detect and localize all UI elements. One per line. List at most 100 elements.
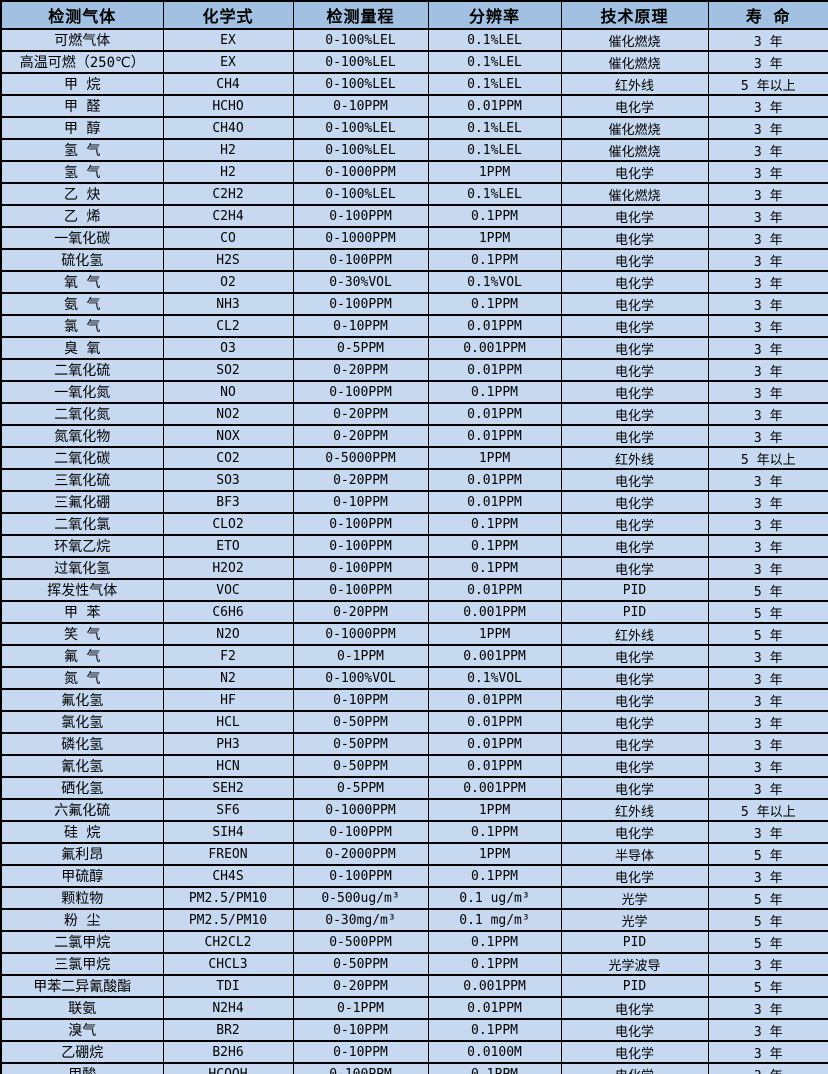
table-cell: 电化学 [560, 226, 709, 250]
table-cell: 颗粒物 [0, 886, 164, 910]
table-cell: 电化学 [560, 248, 709, 272]
table-cell: 0.001PPM [427, 974, 562, 998]
table-cell: 0-100PPM [292, 534, 429, 558]
table-cell: 三氯甲烷 [0, 952, 164, 976]
table-row: 挥发性气体 VOC 0-100PPM 0.01PPM PID 5 年 [0, 578, 828, 602]
table-row: 笑 气 N2O 0-1000PPM 1PPM 红外线 5 年 [0, 622, 828, 646]
table-row: 溴气 BR2 0-10PPM 0.1PPM 电化学 3 年 [0, 1018, 828, 1042]
table-cell: 电化学 [560, 468, 709, 492]
table-cell: SO3 [162, 468, 294, 492]
table-cell: 5 年以上 [707, 72, 828, 96]
table-cell: 二氧化硫 [0, 358, 164, 382]
table-cell: HF [162, 688, 294, 712]
table-cell: 0-20PPM [292, 974, 429, 998]
table-cell: 0-100PPM [292, 204, 429, 228]
table-cell: 3 年 [707, 776, 828, 800]
table-cell: 三氟化硼 [0, 490, 164, 514]
table-row: 氮 气 N2 0-100%VOL 0.1%VOL 电化学 3 年 [0, 666, 828, 690]
table-cell: 0.1%LEL [427, 116, 562, 140]
table-cell: 0-50PPM [292, 952, 429, 976]
table-header: 检测气体 化学式 检测量程 分辨率 技术原理 寿 命 [0, 0, 828, 30]
table-cell: 0-100PPM [292, 512, 429, 536]
table-cell: 甲 苯 [0, 600, 164, 624]
table-cell: 甲 烷 [0, 72, 164, 96]
table-cell: 0.001PPM [427, 336, 562, 360]
table-cell: 3 年 [707, 402, 828, 426]
table-cell: 0-100PPM [292, 380, 429, 404]
table-cell: 5 年 [707, 842, 828, 866]
table-cell: 0-10PPM [292, 94, 429, 118]
table-cell: SO2 [162, 358, 294, 382]
table-cell: 5 年 [707, 578, 828, 602]
table-cell: H2 [162, 160, 294, 184]
table-cell: 氟化氢 [0, 688, 164, 712]
table-cell: 0-20PPM [292, 468, 429, 492]
table-cell: HCOOH [162, 1062, 294, 1074]
header-lifespan: 寿 命 [707, 0, 828, 30]
table-row: 氟利昂 FREON 0-2000PPM 1PPM 半导体 5 年 [0, 842, 828, 866]
table-cell: 硫化氢 [0, 248, 164, 272]
table-cell: 甲酸 [0, 1062, 164, 1074]
table-cell: SIH4 [162, 820, 294, 844]
table-cell: 3 年 [707, 688, 828, 712]
table-cell: 0-100%LEL [292, 28, 429, 52]
table-cell: 0.1PPM [427, 512, 562, 536]
table-cell: 0-10PPM [292, 1018, 429, 1042]
table-cell: 0-100PPM [292, 864, 429, 888]
table-row: 甲 醇 CH4O 0-100%LEL 0.1%LEL 催化燃烧 3 年 [0, 116, 828, 140]
table-cell: 甲苯二异氰酸酯 [0, 974, 164, 998]
table-cell: 电化学 [560, 666, 709, 690]
table-cell: 二氧化氮 [0, 402, 164, 426]
table-cell: 臭 氧 [0, 336, 164, 360]
table-cell: TDI [162, 974, 294, 998]
table-row: 甲 烷 CH4 0-100%LEL 0.1%LEL 红外线 5 年以上 [0, 72, 828, 96]
table-row: 二氧化硫 SO2 0-20PPM 0.01PPM 电化学 3 年 [0, 358, 828, 382]
table-row: 臭 氧 O3 0-5PPM 0.001PPM 电化学 3 年 [0, 336, 828, 360]
table-cell: 电化学 [560, 710, 709, 734]
table-cell: 0-1000PPM [292, 160, 429, 184]
table-cell: NO2 [162, 402, 294, 426]
table-cell: 0.1PPM [427, 556, 562, 580]
table-cell: 5 年 [707, 886, 828, 910]
table-cell: CO2 [162, 446, 294, 470]
table-row: 三氯甲烷 CHCL3 0-50PPM 0.1PPM 光学波导 3 年 [0, 952, 828, 976]
table-cell: 0.1%LEL [427, 138, 562, 162]
table-cell: 1PPM [427, 842, 562, 866]
table-cell: 1PPM [427, 160, 562, 184]
table-cell: 电化学 [560, 380, 709, 404]
table-row: 硅 烷 SIH4 0-100PPM 0.1PPM 电化学 3 年 [0, 820, 828, 844]
table-cell: EX [162, 50, 294, 74]
table-cell: 电化学 [560, 1040, 709, 1064]
table-cell: 电化学 [560, 512, 709, 536]
table-cell: 0.1PPM [427, 1018, 562, 1042]
table-cell: 0-50PPM [292, 732, 429, 756]
table-cell: 0.01PPM [427, 710, 562, 734]
table-cell: PM2.5/PM10 [162, 886, 294, 910]
table-cell: 0.1%LEL [427, 72, 562, 96]
table-cell: 0-10PPM [292, 688, 429, 712]
table-cell: 3 年 [707, 490, 828, 514]
table-cell: 0-1PPM [292, 996, 429, 1020]
table-cell: 二氧化氯 [0, 512, 164, 536]
table-row: 二氧化氯 CLO2 0-100PPM 0.1PPM 电化学 3 年 [0, 512, 828, 536]
table-cell: 氢 气 [0, 138, 164, 162]
table-cell: 电化学 [560, 776, 709, 800]
table-cell: H2 [162, 138, 294, 162]
header-chemical-formula: 化学式 [162, 0, 294, 30]
table-cell: N2H4 [162, 996, 294, 1020]
table-cell: 0.01PPM [427, 94, 562, 118]
table-cell: 氯 气 [0, 314, 164, 338]
table-cell: 0-50PPM [292, 754, 429, 778]
table-cell: 磷化氢 [0, 732, 164, 756]
table-cell: 红外线 [560, 798, 709, 822]
table-cell: 乙 烯 [0, 204, 164, 228]
table-cell: 甲硫醇 [0, 864, 164, 888]
table-cell: 3 年 [707, 710, 828, 734]
table-cell: 光学波导 [560, 952, 709, 976]
table-cell: FREON [162, 842, 294, 866]
table-cell: 半导体 [560, 842, 709, 866]
table-cell: H2O2 [162, 556, 294, 580]
table-cell: 挥发性气体 [0, 578, 164, 602]
table-cell: 0-10PPM [292, 1040, 429, 1064]
